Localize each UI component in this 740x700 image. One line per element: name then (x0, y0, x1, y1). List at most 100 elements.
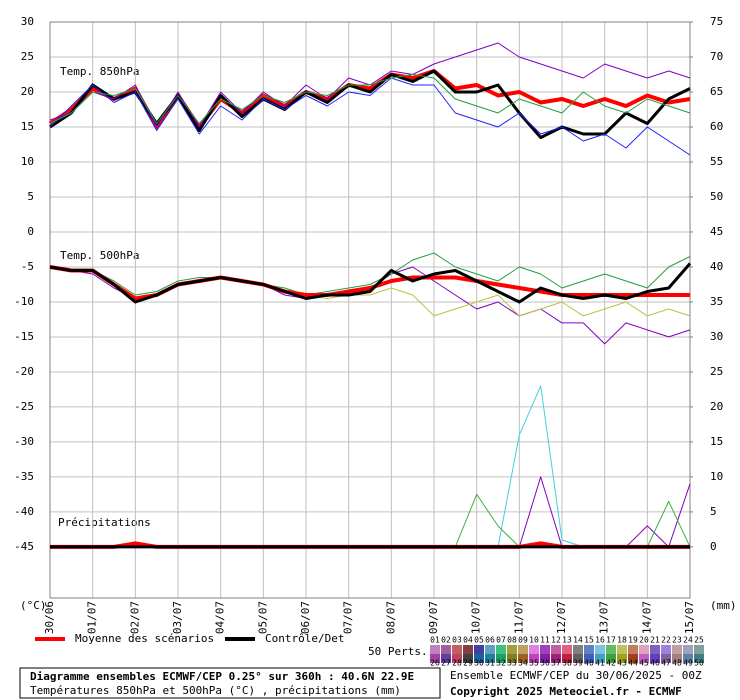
perturbation-swatch (507, 645, 517, 654)
perturbation-label: 42 (606, 659, 616, 668)
y-tick-label: -5 (21, 260, 34, 273)
perturbation-swatch (551, 645, 561, 654)
y-tick-label: -20 (14, 365, 34, 378)
perturbation-label: 12 (551, 636, 561, 645)
legend-label: Moyenne des scénarios (75, 632, 214, 645)
perturbation-label: 18 (617, 636, 627, 645)
perturbation-label: 24 (683, 636, 693, 645)
perturbation-label: 49 (683, 659, 693, 668)
plot-frame (49, 21, 691, 599)
perturbation-label: 20 (639, 636, 649, 645)
x-tick-label: 02/07 (128, 601, 141, 634)
perturbation-swatch (683, 645, 693, 654)
series-line (49, 74, 691, 124)
perturbation-label: 10 (529, 636, 539, 645)
perturbation-label: 02 (441, 636, 451, 645)
perturbation-swatch (628, 654, 638, 663)
perturbation-swatch (584, 654, 594, 663)
y-tick-label: -10 (14, 295, 34, 308)
perturbation-swatch (562, 654, 572, 663)
y2-tick-label: 20 (710, 400, 723, 413)
perturbation-swatch (430, 645, 440, 654)
series-line (49, 262, 692, 304)
perturbation-swatch (683, 654, 693, 663)
series-line (49, 77, 691, 156)
footer-run: Ensemble ECMWF/CEP du 30/06/2025 - 00Z (450, 669, 702, 682)
y-tick-label: -15 (14, 330, 34, 343)
perturbation-label: 32 (496, 659, 506, 668)
perturbation-label: 46 (650, 659, 660, 668)
y2-tick-label: 55 (710, 155, 723, 168)
perturbation-label: 39 (573, 659, 583, 668)
perturbation-swatch (639, 645, 649, 654)
perturbation-label: 09 (518, 636, 528, 645)
perturbation-label: 29 (463, 659, 473, 668)
y2-axis-unit: (mm) (710, 599, 737, 612)
y-tick-label: -30 (14, 435, 34, 448)
perturbation-swatch (672, 654, 682, 663)
perturbation-label: 14 (573, 636, 583, 645)
perturbation-label: 04 (463, 636, 473, 645)
perturbation-label: 48 (672, 659, 682, 668)
perturbation-swatch (672, 645, 682, 654)
perturbation-swatch (452, 645, 462, 654)
perturbation-label: 41 (595, 659, 605, 668)
perturbation-label: 11 (540, 636, 550, 645)
x-tick-label: 03/07 (171, 601, 184, 634)
x-tick-label: 09/07 (427, 601, 440, 634)
y2-tick-label: 65 (710, 85, 723, 98)
perturbation-swatch (529, 645, 539, 654)
y2-tick-label: 15 (710, 435, 723, 448)
perturbation-swatch (584, 645, 594, 654)
y2-tick-label: 0 (710, 540, 717, 553)
perturbation-swatch (518, 645, 528, 654)
perturbation-swatch (430, 654, 440, 663)
perturbation-swatch (441, 654, 451, 663)
perturbation-label: 16 (595, 636, 605, 645)
perturbation-label: 50 (694, 659, 704, 668)
perturbation-swatch (573, 654, 583, 663)
perturbation-label: 33 (507, 659, 517, 668)
perturbation-label: 34 (518, 659, 528, 668)
perturbation-swatch (595, 654, 605, 663)
y-axis-unit: (°C) (20, 599, 47, 612)
perturbation-label: 31 (485, 659, 495, 668)
y2-tick-label: 70 (710, 50, 723, 63)
perturbation-label: 40 (584, 659, 594, 668)
perturbation-label: 30 (474, 659, 484, 668)
perturbation-label: 37 (551, 659, 561, 668)
perturbation-label: 38 (562, 659, 572, 668)
perturbation-swatch (441, 645, 451, 654)
x-tick-label: 15/07 (683, 601, 696, 634)
perturbation-label: 06 (485, 636, 495, 645)
y2-tick-label: 10 (710, 470, 723, 483)
perturbation-swatch (485, 654, 495, 663)
y-tick-label: -35 (14, 470, 34, 483)
y-tick-label: 20 (21, 85, 34, 98)
y-tick-label: 25 (21, 50, 34, 63)
perturbation-label: 07 (496, 636, 506, 645)
y-tick-label: -45 (14, 540, 34, 553)
x-tick-label: 10/07 (470, 601, 483, 634)
y-tick-label: 5 (27, 190, 34, 203)
perturbation-label: 45 (639, 659, 649, 668)
perturbation-swatch (617, 654, 627, 663)
perturbation-swatch (639, 654, 649, 663)
perturbation-swatch (496, 645, 506, 654)
perturbation-swatch (463, 645, 473, 654)
series-line (49, 252, 691, 296)
perturbation-label: 23 (672, 636, 682, 645)
perturbation-label: 05 (474, 636, 484, 645)
y2-tick-label: 75 (710, 15, 723, 28)
x-tick-label: 07/07 (342, 601, 355, 634)
perturbation-label: 01 (430, 636, 440, 645)
x-tick-label: 05/07 (256, 601, 269, 634)
perturbation-swatch (463, 654, 473, 663)
perturbation-swatch (694, 645, 704, 654)
perturbation-swatch (474, 645, 484, 654)
perturbation-swatch (540, 645, 550, 654)
perturbation-swatch (628, 645, 638, 654)
perturbation-label: 44 (628, 659, 638, 668)
y-tick-label: 15 (21, 120, 34, 133)
x-tick-label: 14/07 (640, 601, 653, 634)
